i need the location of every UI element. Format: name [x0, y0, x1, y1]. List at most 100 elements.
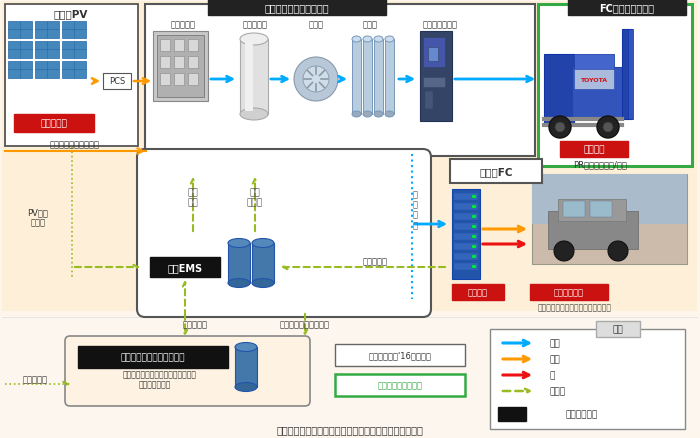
- Bar: [245, 42, 253, 112]
- Text: 需要データ: 需要データ: [363, 257, 388, 266]
- Text: 場所：九電テクノシステムズ㈱本社: 場所：九電テクノシステムズ㈱本社: [123, 370, 197, 378]
- Bar: [454, 254, 478, 261]
- Bar: [425, 92, 433, 110]
- Bar: [572, 68, 627, 118]
- Bar: [544, 55, 574, 125]
- Circle shape: [303, 67, 329, 93]
- Bar: [454, 244, 478, 251]
- Ellipse shape: [228, 239, 250, 248]
- Text: 水
素
配
管: 水 素 配 管: [412, 190, 417, 230]
- Bar: [423, 78, 445, 88]
- Bar: [472, 255, 476, 258]
- Circle shape: [608, 241, 628, 261]
- Text: PR館・展示設備/風呂: PR館・展示設備/風呂: [573, 160, 627, 169]
- Text: 水素利用: 水素利用: [468, 288, 488, 297]
- Circle shape: [597, 117, 619, 139]
- Bar: [454, 233, 478, 240]
- Bar: [103, 74, 131, 90]
- Circle shape: [555, 123, 565, 133]
- Text: 運転最適化: 運転最適化: [183, 320, 207, 329]
- Text: 出力
指示: 出力 指示: [188, 188, 198, 207]
- Ellipse shape: [235, 383, 257, 392]
- Ellipse shape: [252, 279, 274, 288]
- Text: 電気: 電気: [550, 355, 561, 364]
- Text: PCS: PCS: [109, 78, 125, 86]
- Text: 水電解装置: 水電解装置: [171, 21, 195, 29]
- Bar: [568, 0, 686, 16]
- Bar: [78, 346, 228, 368]
- Bar: [622, 30, 632, 120]
- Bar: [574, 55, 614, 73]
- Bar: [472, 236, 476, 238]
- Bar: [490, 329, 685, 429]
- Bar: [574, 70, 614, 90]
- Text: 豊田通商㈱本社: 豊田通商㈱本社: [139, 380, 172, 389]
- FancyBboxPatch shape: [137, 150, 431, 317]
- Ellipse shape: [252, 239, 274, 248]
- Bar: [174, 40, 184, 52]
- Bar: [548, 212, 638, 249]
- Bar: [157, 36, 204, 98]
- Bar: [498, 407, 526, 421]
- Text: 再エネ利用最適化システム: 再エネ利用最適化システム: [120, 353, 186, 362]
- Bar: [160, 57, 170, 69]
- Text: 経済産業省（'16年度分）: 経済産業省（'16年度分）: [369, 351, 431, 360]
- Ellipse shape: [385, 112, 394, 118]
- Bar: [560, 141, 628, 158]
- Text: 貯蔵
データ: 貯蔵 データ: [247, 188, 263, 207]
- Bar: [188, 40, 198, 52]
- Text: 定置用FC: 定置用FC: [480, 166, 512, 177]
- Bar: [628, 30, 633, 120]
- Bar: [454, 194, 478, 201]
- Bar: [472, 195, 476, 198]
- Ellipse shape: [363, 37, 372, 43]
- Bar: [532, 175, 687, 225]
- Bar: [452, 190, 480, 279]
- Bar: [454, 223, 478, 230]
- Text: 場所：トヨタ自動車九州㈱宮田工場: 場所：トヨタ自動車九州㈱宮田工場: [538, 303, 612, 312]
- Bar: [35, 42, 59, 59]
- Text: 再エネ電源: 再エネ電源: [41, 119, 67, 128]
- Circle shape: [603, 123, 613, 133]
- Text: 気象情報等: 気象情報等: [22, 374, 48, 384]
- Text: ディスペンサー: ディスペンサー: [423, 21, 458, 29]
- Bar: [188, 57, 198, 69]
- Bar: [235, 347, 257, 387]
- Ellipse shape: [385, 37, 394, 43]
- Bar: [252, 244, 274, 283]
- Ellipse shape: [374, 37, 383, 43]
- Bar: [174, 74, 184, 86]
- Bar: [538, 5, 692, 166]
- Text: 蓄圧器: 蓄圧器: [363, 21, 377, 29]
- Text: 補助対象設備: 補助対象設備: [565, 410, 597, 419]
- Text: 水素需要・貯蔵データ: 水素需要・貯蔵データ: [280, 320, 330, 329]
- Bar: [335, 344, 465, 366]
- Bar: [472, 205, 476, 208]
- Bar: [160, 40, 170, 52]
- Text: PV発電
データ: PV発電 データ: [27, 208, 48, 227]
- Ellipse shape: [228, 279, 250, 288]
- Bar: [208, 0, 386, 16]
- Bar: [150, 258, 220, 277]
- Bar: [228, 244, 250, 283]
- Bar: [532, 175, 687, 265]
- Text: 水素製造・供給システム: 水素製造・供給システム: [265, 3, 329, 13]
- Text: 自家発PV: 自家発PV: [54, 9, 88, 19]
- Bar: [35, 22, 59, 39]
- Bar: [14, 115, 94, 133]
- Bar: [454, 213, 478, 220]
- Bar: [5, 5, 138, 147]
- Circle shape: [554, 241, 574, 261]
- Bar: [472, 245, 476, 248]
- Bar: [8, 22, 32, 39]
- Circle shape: [294, 58, 338, 102]
- Bar: [62, 62, 86, 79]
- Text: FCフォークリフト: FCフォークリフト: [599, 3, 654, 13]
- Ellipse shape: [352, 112, 361, 118]
- Bar: [385, 40, 394, 115]
- Bar: [145, 5, 535, 157]
- Bar: [558, 200, 626, 222]
- Bar: [450, 159, 542, 184]
- Text: 熱: 熱: [550, 371, 555, 380]
- Bar: [472, 226, 476, 229]
